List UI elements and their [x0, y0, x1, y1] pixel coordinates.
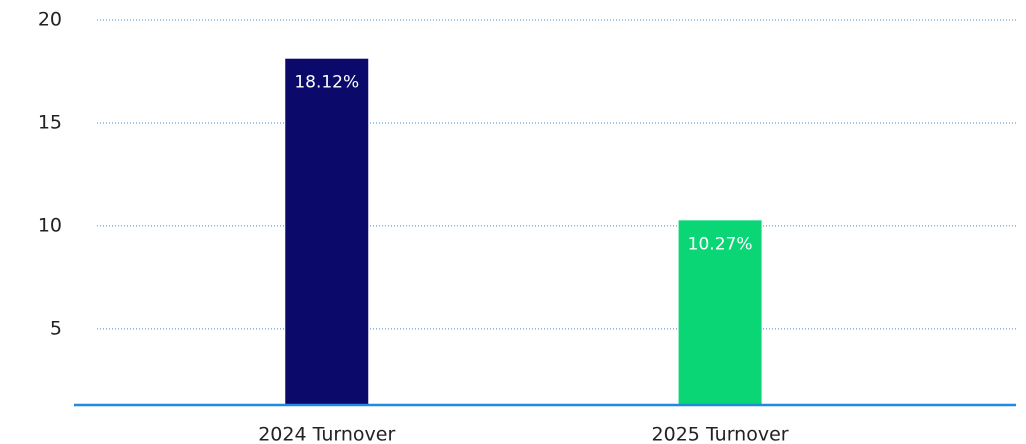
y-tick-label: 15 — [38, 111, 62, 133]
value-label: 10.27% — [688, 234, 753, 254]
y-tick-label: 5 — [50, 317, 62, 339]
bar — [678, 220, 762, 405]
value-label: 18.12% — [294, 73, 359, 93]
y-tick-label: 10 — [38, 214, 62, 236]
bar — [285, 58, 369, 406]
x-tick-label: 2024 Turnover — [258, 424, 395, 444]
y-tick-label: 20 — [38, 9, 62, 31]
x-tick-label: 2025 Turnover — [652, 424, 789, 444]
